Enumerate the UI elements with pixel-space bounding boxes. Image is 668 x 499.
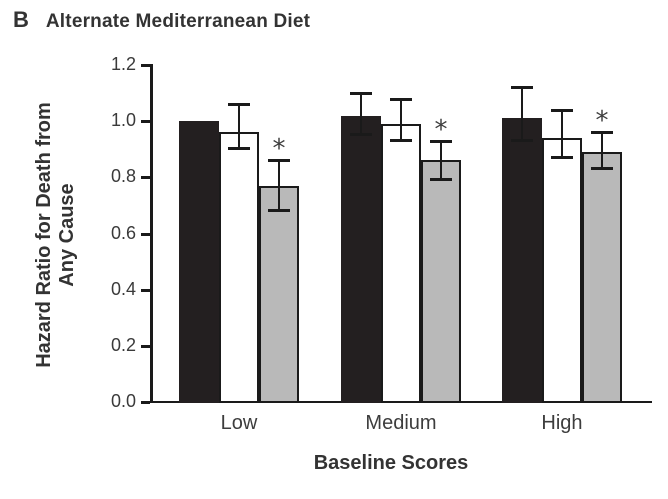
y-tick-label-1.2: 1.2: [110, 54, 136, 74]
error-cap-top-medium-black-bars: [350, 92, 372, 96]
error-bar-high-white-bars: [561, 109, 563, 158]
error-cap-top-high-gray-bars: [591, 131, 613, 135]
y-tick-label-0.4: 0.4: [110, 279, 136, 299]
bar-high-black-bars: [502, 118, 542, 403]
panel-letter: B: [13, 7, 29, 32]
y-tick-label-0.8: 0.8: [110, 166, 136, 186]
y-axis-line: [150, 64, 153, 403]
x-category-label-high: High: [541, 412, 583, 434]
significance-asterisk-high: *: [595, 106, 609, 137]
error-cap-top-high-white-bars: [551, 108, 573, 112]
error-cap-top-medium-gray-bars: [430, 139, 452, 143]
y-tick-label-0.6: 0.6: [110, 223, 136, 243]
error-cap-top-medium-white-bars: [390, 97, 412, 101]
error-bar-high-black-bars: [521, 87, 523, 141]
error-cap-bottom-low-gray-bars: [268, 209, 290, 213]
y-tick-label-1.0: 1.0: [110, 110, 136, 130]
y-tick-0.4: [141, 289, 150, 292]
significance-asterisk-medium: *: [434, 114, 448, 145]
chart-title-text: Alternate Mediterranean Diet: [45, 11, 311, 32]
y-tick-label-0.2: 0.2: [110, 335, 136, 355]
error-bar-high-gray-bars: [601, 132, 603, 169]
y-tick-label-0.0: 0.0: [110, 391, 136, 411]
bar-medium-white-bars: [381, 123, 421, 403]
bar-low-white-bars: [219, 132, 259, 403]
error-cap-bottom-low-white-bars: [228, 147, 250, 151]
bar-high-gray-bars: [582, 152, 622, 403]
error-bar-medium-white-bars: [400, 98, 402, 141]
bar-low-black-bars: [179, 121, 219, 403]
y-axis-title: Hazard Ratio for Death from Any Cause: [33, 65, 79, 405]
error-bar-medium-black-bars: [360, 93, 362, 136]
error-cap-top-low-gray-bars: [268, 159, 290, 163]
error-bar-low-gray-bars: [278, 160, 280, 212]
bar-medium-black-bars: [341, 115, 381, 403]
significance-asterisk-low: *: [272, 134, 286, 165]
error-cap-bottom-high-gray-bars: [591, 166, 613, 170]
y-axis-title-line2: Any Cause: [56, 183, 78, 287]
y-tick-0.8: [141, 176, 150, 179]
bar-high-white-bars: [542, 138, 582, 403]
error-cap-top-low-white-bars: [228, 103, 250, 107]
error-cap-bottom-medium-white-bars: [390, 138, 412, 142]
y-tick-1.2: [141, 64, 150, 67]
y-axis-title-line1: Hazard Ratio for Death from: [33, 102, 55, 368]
x-axis-title: Baseline Scores: [313, 452, 469, 474]
x-category-label-medium: Medium: [365, 412, 437, 434]
x-category-label-low: Low: [220, 412, 258, 434]
error-cap-bottom-high-black-bars: [511, 138, 533, 142]
bar-medium-gray-bars: [421, 160, 461, 403]
bar-low-gray-bars: [259, 185, 299, 403]
error-cap-bottom-medium-black-bars: [350, 133, 372, 137]
y-tick-0.6: [141, 233, 150, 236]
y-tick-1.0: [141, 120, 150, 123]
error-cap-top-high-black-bars: [511, 86, 533, 90]
y-tick-0.2: [141, 345, 150, 348]
y-tick-0.0: [141, 401, 150, 404]
error-cap-bottom-high-white-bars: [551, 155, 573, 159]
error-cap-bottom-medium-gray-bars: [430, 178, 452, 182]
error-bar-medium-gray-bars: [440, 140, 442, 181]
error-bar-low-white-bars: [238, 104, 240, 150]
chart-title: B Alternate Mediterranean Diet: [13, 7, 310, 33]
